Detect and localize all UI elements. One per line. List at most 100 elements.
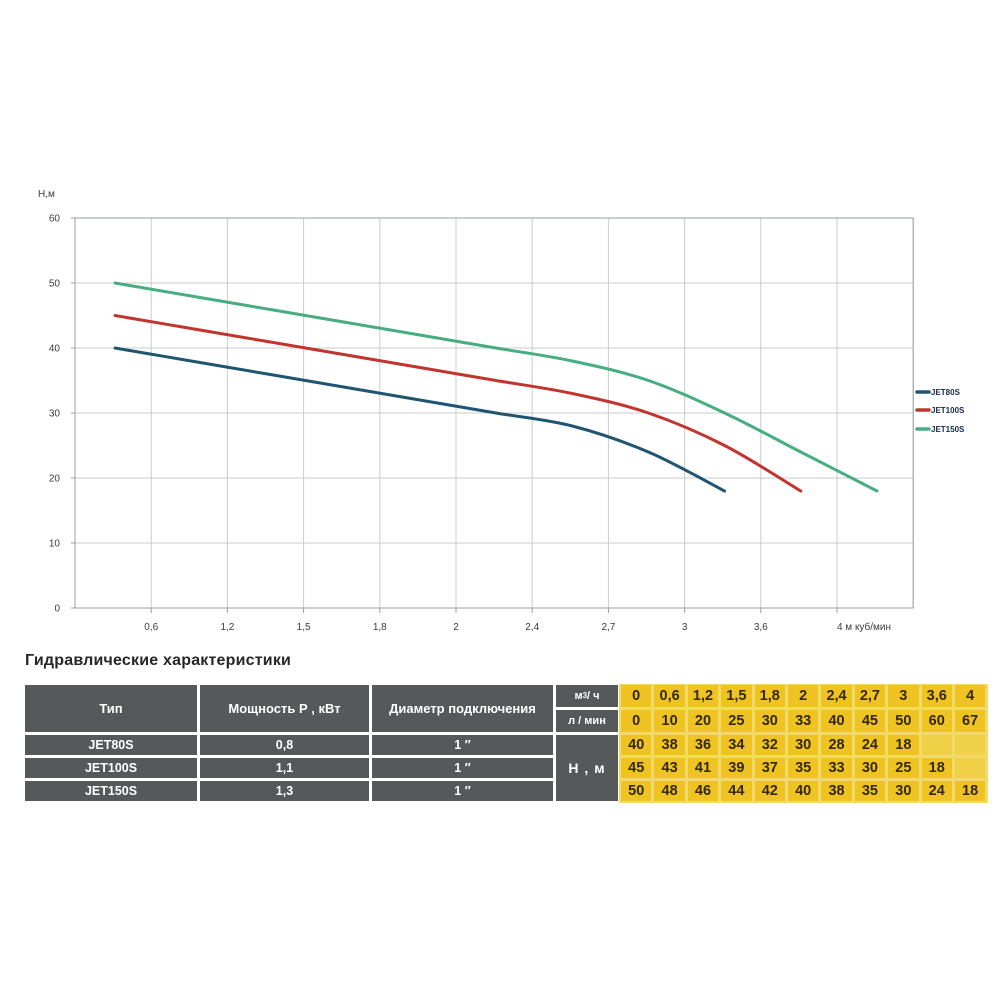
flow-lmin-value: 25 bbox=[721, 710, 752, 732]
head-value: 30 bbox=[787, 735, 819, 755]
flow-m3h-value: 4 bbox=[954, 685, 986, 707]
pump-diameter: 1 ″ bbox=[372, 735, 553, 755]
head-value: 18 bbox=[888, 735, 919, 755]
head-value bbox=[954, 758, 986, 778]
column-header-power: Мощность Р , кВт bbox=[200, 685, 369, 732]
column-header-diameter: Диаметр подключения bbox=[372, 685, 553, 732]
head-value: 28 bbox=[821, 735, 852, 755]
pump-type: JET80S bbox=[25, 735, 197, 755]
x-axis-tick-label: 2,4 bbox=[525, 622, 539, 633]
legend-label-jet100s: JET100S bbox=[931, 406, 965, 415]
curve-jet150s bbox=[113, 281, 879, 493]
pump-type: JET100S bbox=[25, 758, 197, 778]
head-value: 32 bbox=[754, 735, 785, 755]
pump-type: JET150S bbox=[25, 781, 197, 801]
x-axis-tick-label: 1,2 bbox=[220, 622, 234, 633]
pump-diameter: 1 ″ bbox=[372, 758, 553, 778]
head-value: 48 bbox=[654, 781, 685, 801]
plot-border bbox=[74, 217, 914, 609]
y-axis-tick-label: 60 bbox=[49, 214, 61, 225]
pump-power: 1,3 bbox=[200, 781, 369, 801]
flow-m3h-value: 2,7 bbox=[854, 685, 886, 707]
y-axis-tick-label: 0 bbox=[54, 604, 60, 615]
hydraulic-characteristics-table: Тип Мощность Р , кВт Диаметр подключения… bbox=[25, 685, 986, 801]
head-value: 24 bbox=[854, 735, 886, 755]
flow-lmin-value: 10 bbox=[654, 710, 685, 732]
flow-lmin-value: 45 bbox=[854, 710, 886, 732]
chart-canvas: 60 50 40 30 20 10 0 Н,м 0,6 1,2 1,5 1,8 2 2,4 2,7 3 3,6 4… bbox=[38, 189, 965, 633]
curve-jet80s bbox=[113, 346, 727, 493]
head-value: 38 bbox=[821, 781, 852, 801]
flow-lmin-value: 20 bbox=[687, 710, 719, 732]
legend-label-jet80s: JET80S bbox=[931, 388, 961, 397]
x-axis-tick-label: 1,8 bbox=[373, 622, 387, 633]
curve-jet100s bbox=[113, 314, 803, 493]
unit-header-head-m: Н , м bbox=[556, 735, 618, 801]
head-value: 38 bbox=[654, 735, 685, 755]
flow-lmin-value: 60 bbox=[921, 710, 952, 732]
flow-lmin-value: 33 bbox=[787, 710, 819, 732]
y-axis-title: Н,м bbox=[38, 189, 55, 200]
flow-m3h-value: 0 bbox=[621, 685, 652, 707]
head-value: 39 bbox=[721, 758, 752, 778]
legend-label-jet150s: JET150S bbox=[931, 425, 965, 434]
head-value: 50 bbox=[621, 781, 652, 801]
pump-diameter: 1 ″ bbox=[372, 781, 553, 801]
head-value: 43 bbox=[654, 758, 685, 778]
y-axis-tick-label: 20 bbox=[49, 474, 61, 485]
head-value: 40 bbox=[787, 781, 819, 801]
x-axis-tick-label: 4 м куб/мин bbox=[837, 621, 891, 633]
flow-m3h-value: 1,5 bbox=[721, 685, 752, 707]
flow-lmin-value: 30 bbox=[754, 710, 785, 732]
flow-lmin-value: 67 bbox=[954, 710, 986, 732]
flow-m3h-value: 0,6 bbox=[654, 685, 685, 707]
head-value: 42 bbox=[754, 781, 785, 801]
x-axis-tick-label: 2 bbox=[453, 622, 459, 633]
head-value: 25 bbox=[888, 758, 919, 778]
flow-lmin-value: 0 bbox=[621, 710, 652, 732]
flow-lmin-value: 50 bbox=[888, 710, 919, 732]
head-value: 30 bbox=[888, 781, 919, 801]
head-value: 33 bbox=[821, 758, 852, 778]
table-title: Гидравлические характеристики bbox=[25, 652, 292, 669]
head-value: 34 bbox=[721, 735, 752, 755]
x-axis-tick-label: 3,6 bbox=[754, 622, 768, 633]
head-value: 18 bbox=[954, 781, 986, 801]
head-value: 18 bbox=[921, 758, 952, 778]
unit-m3h-base: м bbox=[574, 689, 583, 702]
pump-performance-chart: 60 50 40 30 20 10 0 Н,м 0,6 1,2 1,5 1,8 2 2,4 2,7 3 3,6 4… bbox=[38, 189, 965, 633]
y-axis-tick-label: 10 bbox=[49, 539, 61, 550]
head-value: 30 bbox=[854, 758, 886, 778]
head-value bbox=[954, 735, 986, 755]
head-value: 45 bbox=[621, 758, 652, 778]
y-axis-tick-label: 30 bbox=[49, 409, 61, 420]
x-axis-tick-label: 1,5 bbox=[297, 622, 311, 633]
flow-m3h-value: 2 bbox=[787, 685, 819, 707]
head-value: 35 bbox=[854, 781, 886, 801]
head-value: 41 bbox=[687, 758, 719, 778]
pump-power: 1,1 bbox=[200, 758, 369, 778]
x-axis-tick-label: 2,7 bbox=[601, 622, 615, 633]
head-value: 46 bbox=[687, 781, 719, 801]
pump-power: 0,8 bbox=[200, 735, 369, 755]
head-value: 37 bbox=[754, 758, 785, 778]
x-axis-tick-label: 3 bbox=[682, 622, 688, 633]
flow-m3h-value: 3 bbox=[888, 685, 919, 707]
x-axis-tick-label: 0,6 bbox=[144, 622, 158, 633]
head-value bbox=[921, 735, 952, 755]
head-value: 44 bbox=[721, 781, 752, 801]
flow-lmin-value: 40 bbox=[821, 710, 852, 732]
flow-m3h-value: 1,2 bbox=[687, 685, 719, 707]
flow-m3h-value: 3,6 bbox=[921, 685, 952, 707]
unit-header-lmin: л / мин bbox=[556, 710, 618, 732]
flow-m3h-value: 1,8 bbox=[754, 685, 785, 707]
unit-m3h-rest: / ч bbox=[587, 689, 600, 702]
y-axis-tick-label: 50 bbox=[49, 279, 61, 290]
flow-m3h-value: 2,4 bbox=[821, 685, 852, 707]
head-value: 35 bbox=[787, 758, 819, 778]
head-value: 40 bbox=[621, 735, 652, 755]
y-axis-tick-label: 40 bbox=[49, 344, 61, 355]
column-header-type: Тип bbox=[25, 685, 197, 732]
head-value: 24 bbox=[921, 781, 952, 801]
